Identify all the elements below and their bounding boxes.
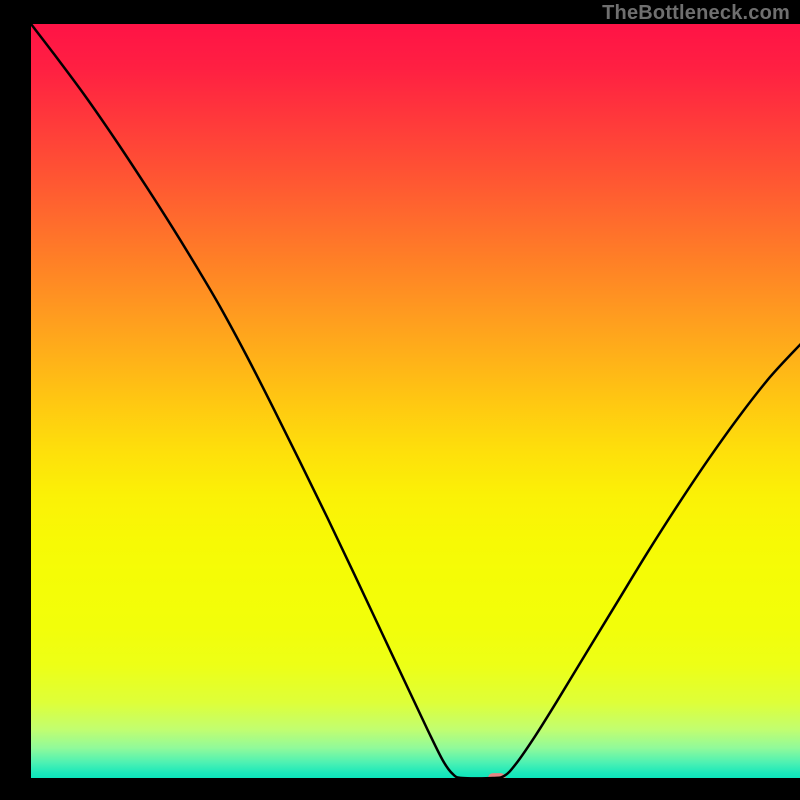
chart-frame: TheBottleneck.com bbox=[0, 0, 800, 800]
gradient-background bbox=[31, 24, 800, 778]
chart-svg bbox=[31, 24, 800, 778]
watermark-label: TheBottleneck.com bbox=[602, 2, 790, 25]
plot-area bbox=[31, 24, 800, 778]
